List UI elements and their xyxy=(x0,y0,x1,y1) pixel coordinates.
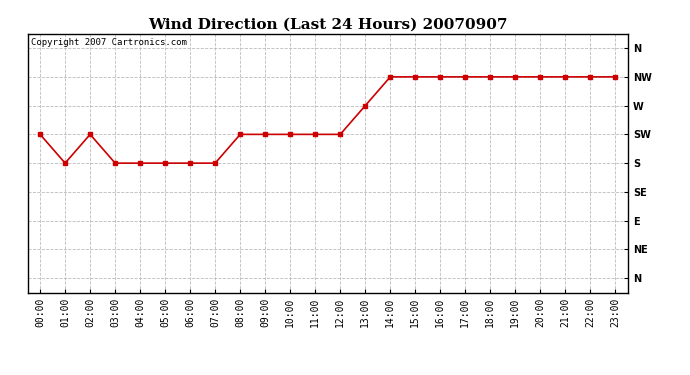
Text: Copyright 2007 Cartronics.com: Copyright 2007 Cartronics.com xyxy=(30,38,186,46)
Title: Wind Direction (Last 24 Hours) 20070907: Wind Direction (Last 24 Hours) 20070907 xyxy=(148,17,508,31)
